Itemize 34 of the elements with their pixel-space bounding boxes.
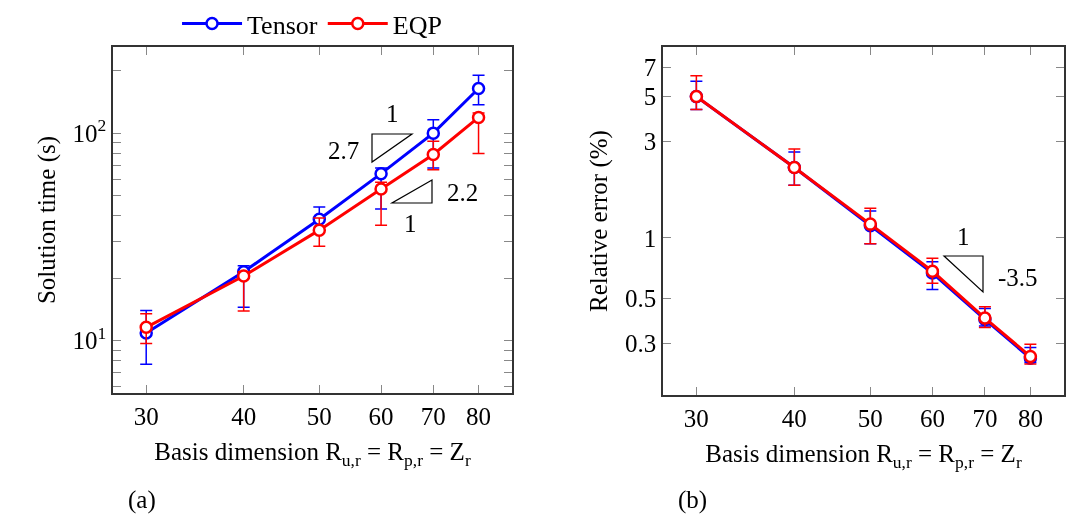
x-tick-label: 50 — [857, 404, 883, 432]
x-tick-label: 60 — [919, 404, 945, 432]
text: (b) — [678, 486, 708, 514]
y-tick-label: 1 — [643, 224, 657, 252]
legend-label: EQP — [392, 10, 442, 40]
x-tick-label: 40 — [231, 402, 257, 430]
y-tick-label: 3 — [643, 128, 657, 156]
x-tick-label: 50 — [306, 402, 332, 430]
annotation: 1 — [404, 210, 417, 237]
legend-label: Tensor — [247, 10, 318, 40]
x-tick-label: 40 — [781, 404, 807, 432]
annotation: -3.5 — [998, 264, 1038, 291]
annotation: 1 — [957, 223, 970, 250]
text: (a) — [128, 486, 156, 514]
x-tick-label: 60 — [368, 402, 394, 430]
y-tick-label: 10$^{2}$ — [72, 115, 107, 147]
x-tick-label: 30 — [683, 404, 709, 432]
x-axis-title: Basis dimension R$_{u,r}$ = R$_{p,r}$ = Z$_{r}$ — [154, 438, 471, 470]
x-axis-title: Basis dimension R$_{u,r}$ = R$_{p,r}$ = Z$_{r}$ — [705, 440, 1022, 472]
x-tick-label: 80 — [1017, 404, 1043, 432]
annotation: 2.7 — [328, 137, 360, 164]
y-axis-title: Relative error (%) — [585, 130, 614, 312]
x-tick-label: 70 — [972, 404, 998, 432]
y-tick-label: 10$^{1}$ — [72, 322, 107, 355]
y-tick-label: 0.5 — [625, 285, 657, 313]
y-axis-title: Solution time (s) — [32, 135, 61, 305]
annotation: 2.2 — [447, 179, 479, 206]
annotation: 1 — [386, 100, 399, 127]
x-tick-label: 30 — [133, 402, 159, 430]
y-tick-label: 7 — [643, 53, 657, 81]
y-tick-label: 5 — [643, 83, 657, 111]
y-tick-label: 0.3 — [625, 330, 657, 358]
x-tick-label: 70 — [420, 402, 446, 430]
x-tick-label: 80 — [466, 402, 492, 430]
